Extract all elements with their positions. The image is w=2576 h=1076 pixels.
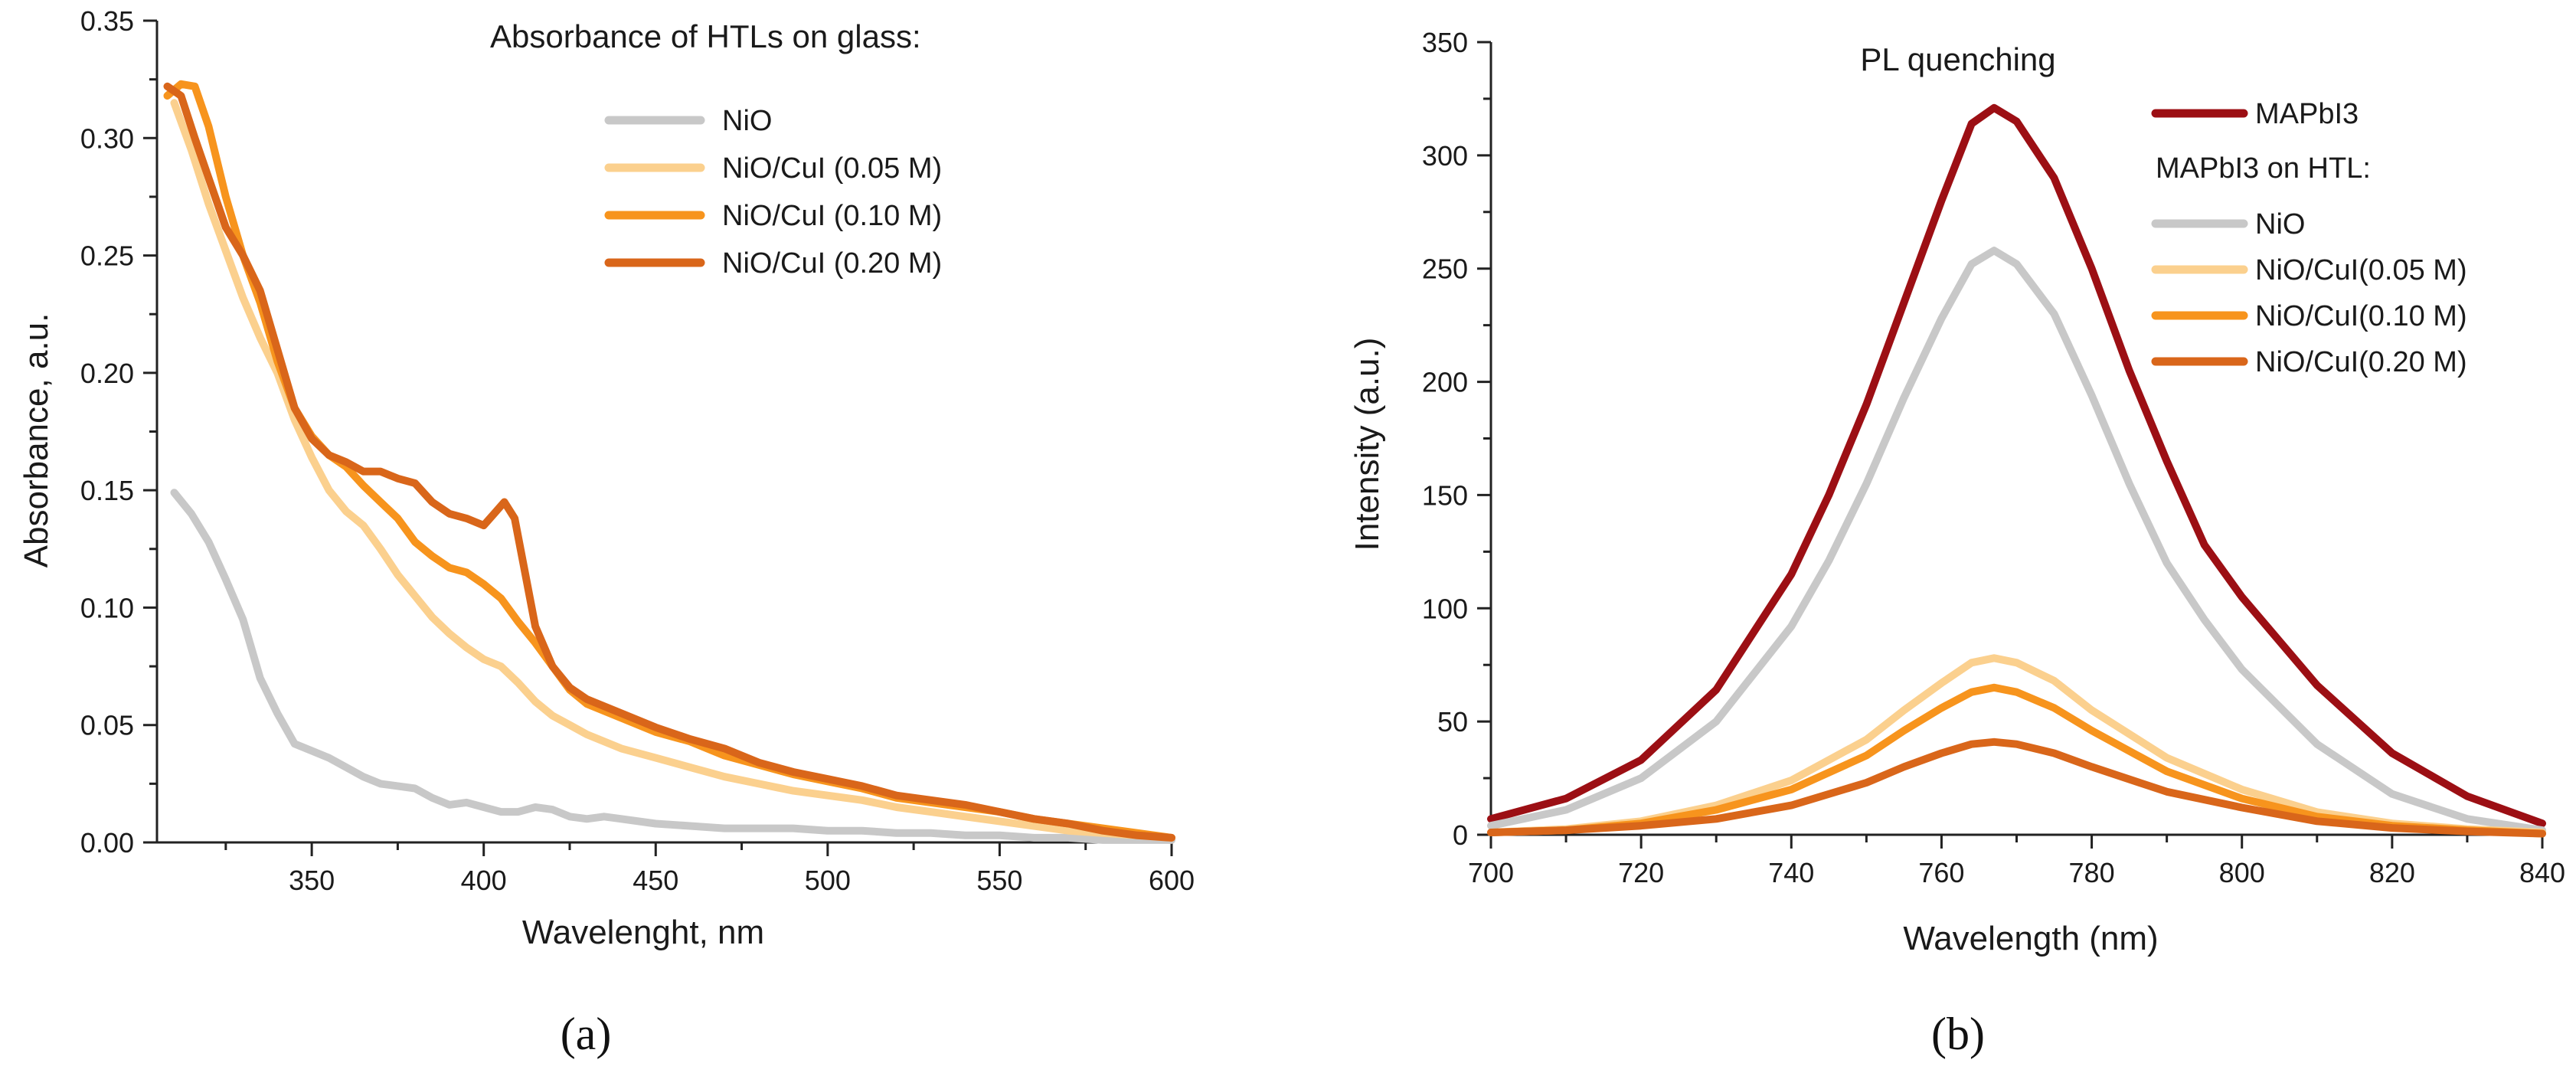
a-legend-label-2: NiO/CuI (0.10 M) xyxy=(722,200,942,232)
a-y-tick-label: 0.30 xyxy=(80,123,134,154)
panel-b-label: (b) xyxy=(1931,1009,1985,1059)
panel-b-x-axis-title: Wavelength (nm) xyxy=(1903,920,2158,957)
b-x-tick-label: 820 xyxy=(2369,857,2415,888)
b-legend-label-1: NiO xyxy=(2255,208,2305,240)
b-y-tick-label: 50 xyxy=(1437,706,1468,738)
panel-a-x-axis-title: Wavelenght, nm xyxy=(522,914,764,951)
a-y-tick-label: 0.15 xyxy=(80,475,134,506)
b-legend-label-2: NiO/CuI(0.05 M) xyxy=(2255,254,2467,286)
a-series-line-2 xyxy=(163,80,1175,842)
b-series-line-4 xyxy=(1487,738,2546,838)
panel-a-title: Absorbance of HTLs on glass: xyxy=(490,18,921,54)
b-y-tick-label: 0 xyxy=(1453,819,1468,851)
panel-b-series-group xyxy=(1487,103,2546,838)
a-y-tick-label: 0.00 xyxy=(80,827,134,859)
b-x-tick-label: 780 xyxy=(2069,857,2115,888)
panel-b-pl-chart: 700 720 740 760 780 800 820 840 0 50 100 150 200 250 3… xyxy=(1348,27,2565,1059)
b-x-tick-label: 800 xyxy=(2219,857,2265,888)
a-x-tick-label: 550 xyxy=(976,865,1022,896)
panel-b-title: PL quenching xyxy=(1860,41,2055,77)
a-legend-label-3: NiO/CuI (0.20 M) xyxy=(722,247,942,280)
a-series-line-1 xyxy=(170,99,1175,842)
b-y-tick-label: 350 xyxy=(1422,27,1468,58)
b-x-tick-label: 720 xyxy=(1618,857,1664,888)
a-x-tick-label: 500 xyxy=(805,865,851,896)
b-y-tick-label: 300 xyxy=(1422,140,1468,172)
b-series-line-3 xyxy=(1487,683,2546,838)
b-y-tick-label: 150 xyxy=(1422,479,1468,511)
a-y-tick-label: 0.10 xyxy=(80,592,134,623)
b-legend-label-4: NiO/CuI(0.20 M) xyxy=(2255,346,2467,378)
a-y-tick-label: 0.35 xyxy=(80,5,134,37)
panel-a-label: (a) xyxy=(561,1009,612,1059)
a-x-tick-label: 600 xyxy=(1149,865,1195,896)
b-y-tick-label: 250 xyxy=(1422,253,1468,285)
panel-a-series-group xyxy=(163,80,1175,844)
b-legend-label-3: NiO/CuI(0.10 M) xyxy=(2255,300,2467,332)
panel-b-legend: MAPbI3 MAPbI3 on HTL: NiO NiO/CuI(0.05 M) Ni… xyxy=(2151,98,2467,378)
b-y-tick-label: 100 xyxy=(1422,593,1468,624)
panel-a-y-axis-title: Absorbance, a.u. xyxy=(18,313,55,568)
panel-a-legend: NiO NiO/CuI (0.05 M) NiO/CuI (0.10 M) NiO/C… xyxy=(604,105,942,280)
a-x-tick-label: 400 xyxy=(461,865,507,896)
a-y-tick-label: 0.25 xyxy=(80,240,134,272)
panel-b-y-axis-title: Intensity (a.u.) xyxy=(1348,338,1386,551)
b-x-tick-label: 700 xyxy=(1468,857,1514,888)
a-y-tick-label: 0.05 xyxy=(80,710,134,741)
a-legend-label-1: NiO/CuI (0.05 M) xyxy=(722,152,942,185)
b-x-tick-label: 740 xyxy=(1768,857,1814,888)
a-y-tick-label: 0.20 xyxy=(80,358,134,389)
a-legend-label-0: NiO xyxy=(722,105,772,137)
b-x-tick-label: 840 xyxy=(2519,857,2565,888)
a-series-line-0 xyxy=(170,489,1175,844)
b-series-line-0 xyxy=(1487,103,2546,828)
b-series-line-2 xyxy=(1487,654,2546,836)
b-legend-label-0: MAPbI3 xyxy=(2255,98,2359,130)
a-x-tick-label: 350 xyxy=(289,865,335,896)
b-legend-subheading: MAPbI3 on HTL: xyxy=(2156,152,2371,185)
a-series-line-3 xyxy=(163,82,1175,842)
panel-b-axes: 700 720 740 760 780 800 820 840 0 50 100 150 200 250 3… xyxy=(1422,27,2565,888)
panel-a-absorbance-chart: 350 400 450 500 550 600 0.00 0.05 0.10 0.15 0.20 0.… xyxy=(18,5,1195,1059)
b-series-line-1 xyxy=(1487,247,2546,835)
b-x-tick-label: 760 xyxy=(1918,857,1964,888)
b-y-tick-label: 200 xyxy=(1422,367,1468,398)
a-x-tick-label: 450 xyxy=(633,865,678,896)
panel-a-axes: 350 400 450 500 550 600 0.00 0.05 0.10 0.15 0.20 0.… xyxy=(80,5,1195,896)
